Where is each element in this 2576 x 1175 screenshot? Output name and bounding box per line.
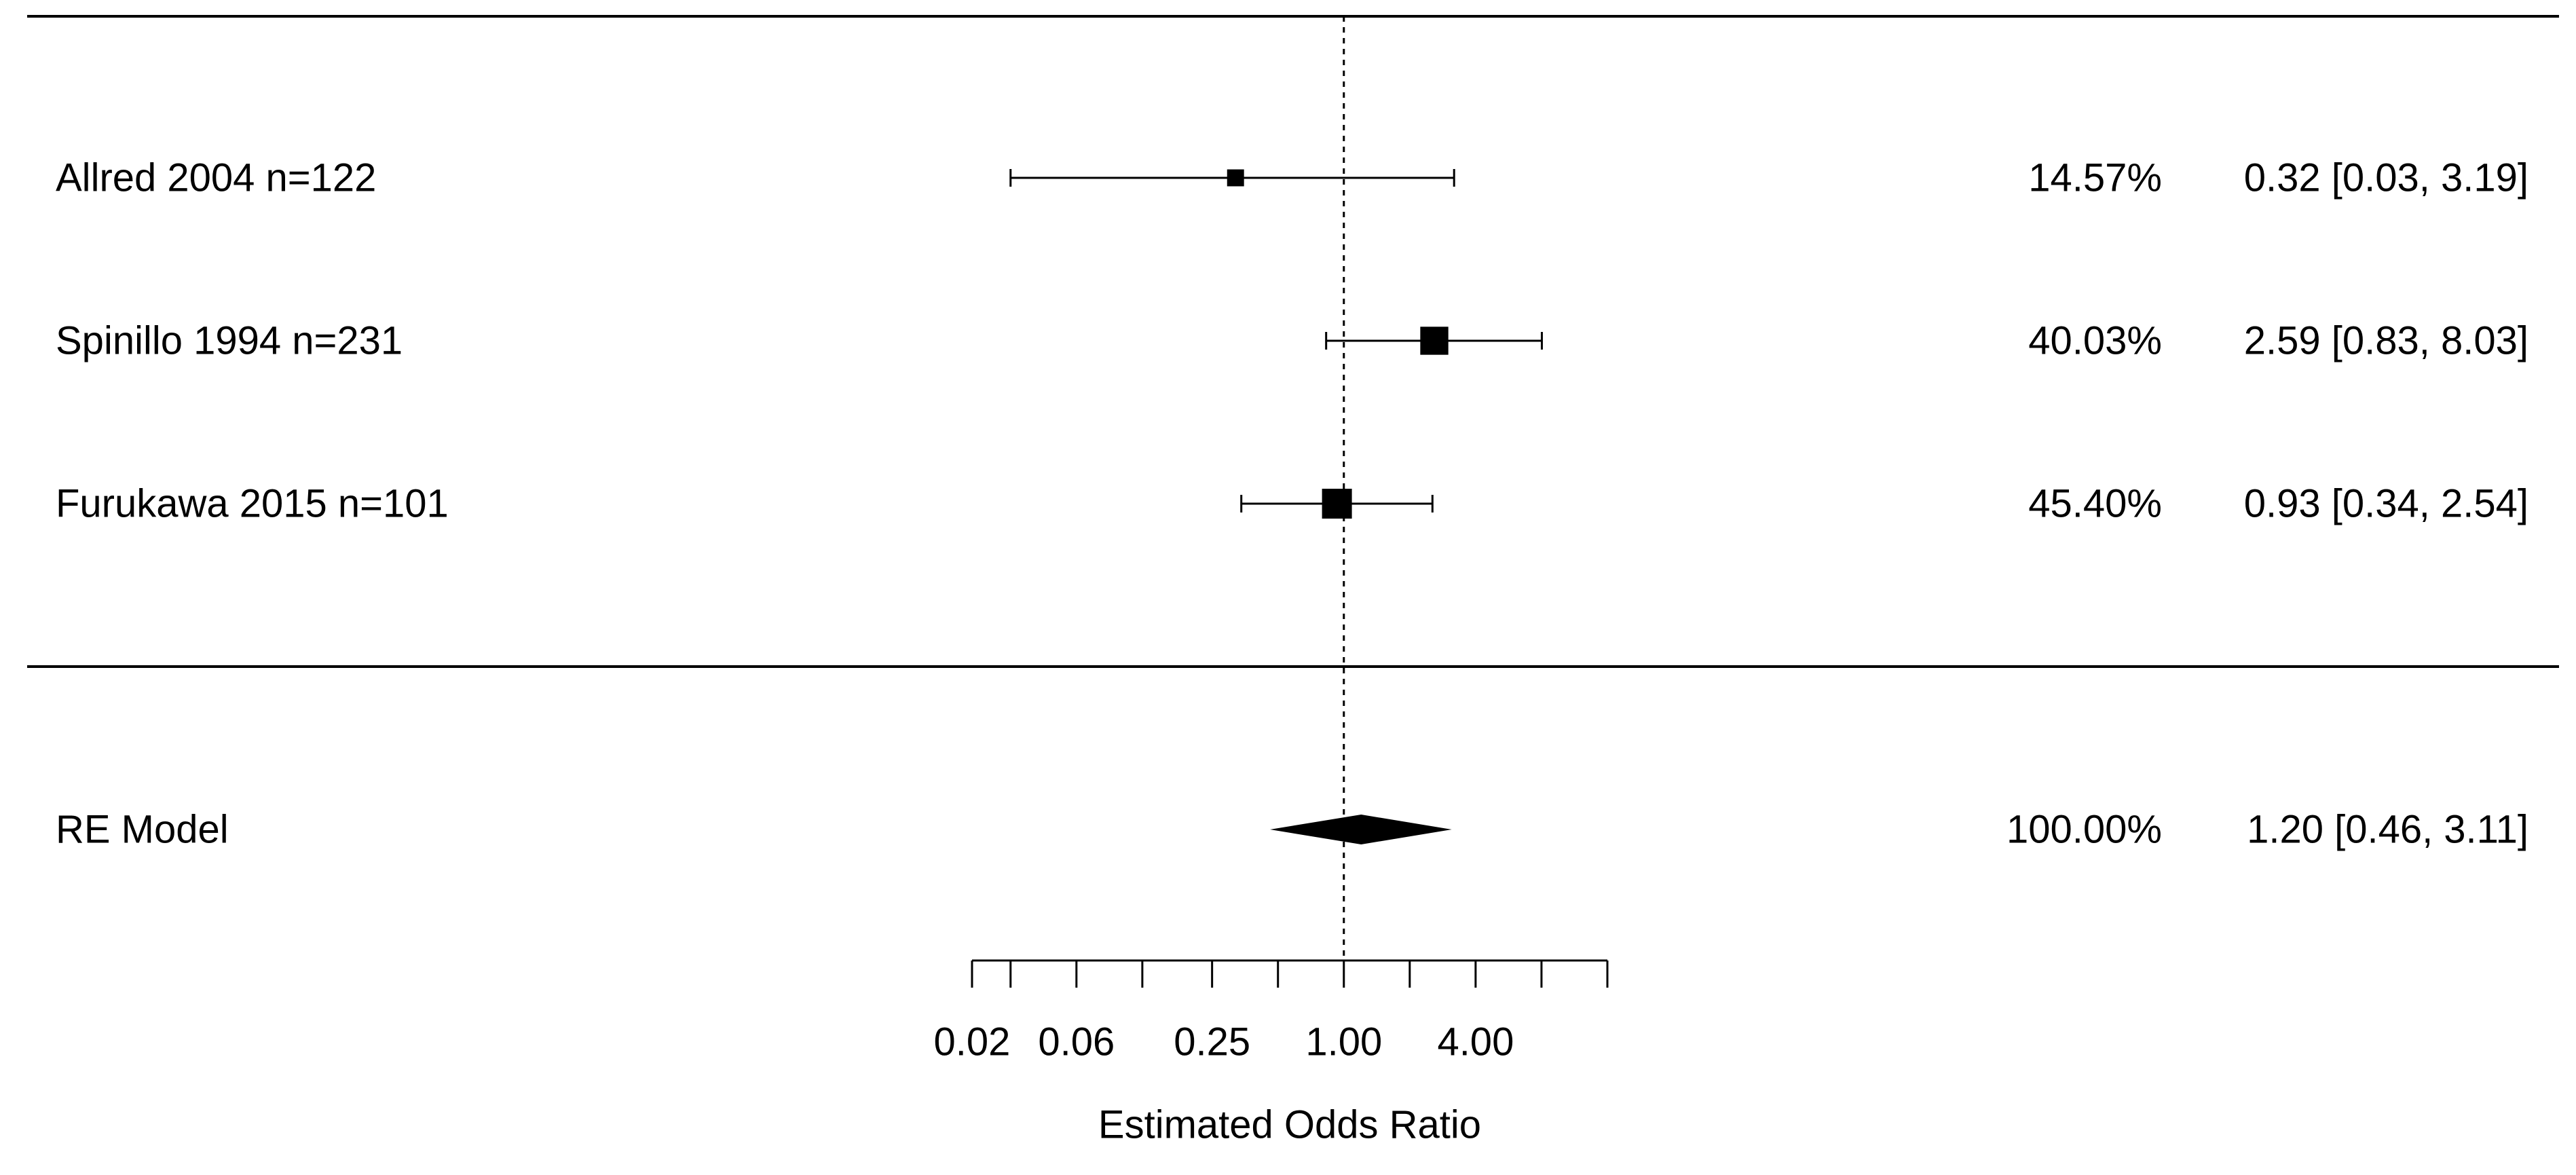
x-tick-label: 0.25 [1174,1020,1250,1064]
study-weight: 45.40% [2028,482,2162,526]
study-summary: 0.93 [0.34, 2.54] [2244,482,2528,526]
study-label: Allred 2004 n=122 [56,156,376,200]
study-summary: 2.59 [0.83, 8.03] [2244,319,2528,363]
x-tick-label: 0.06 [1038,1020,1115,1064]
x-tick-label: 1.00 [1305,1020,1382,1064]
study-label: Furukawa 2015 n=101 [56,482,449,526]
pooled-diamond [1270,815,1452,844]
study-label: Spinillo 1994 n=231 [56,319,403,363]
pooled-label: RE Model [56,808,229,852]
x-tick-label: 4.00 [1437,1020,1514,1064]
study-estimate-square [1322,489,1352,519]
study-estimate-square [1227,169,1244,187]
study-weight: 14.57% [2028,156,2162,200]
pooled-summary: 1.20 [0.46, 3.11] [2247,808,2528,852]
study-estimate-square [1420,327,1449,355]
study-summary: 0.32 [0.03, 3.19] [2244,156,2528,200]
study-weight: 40.03% [2028,319,2162,363]
x-axis-title: Estimated Odds Ratio [1098,1103,1481,1147]
pooled-weight: 100.00% [2006,808,2162,852]
x-tick-label: 0.02 [934,1020,1011,1064]
